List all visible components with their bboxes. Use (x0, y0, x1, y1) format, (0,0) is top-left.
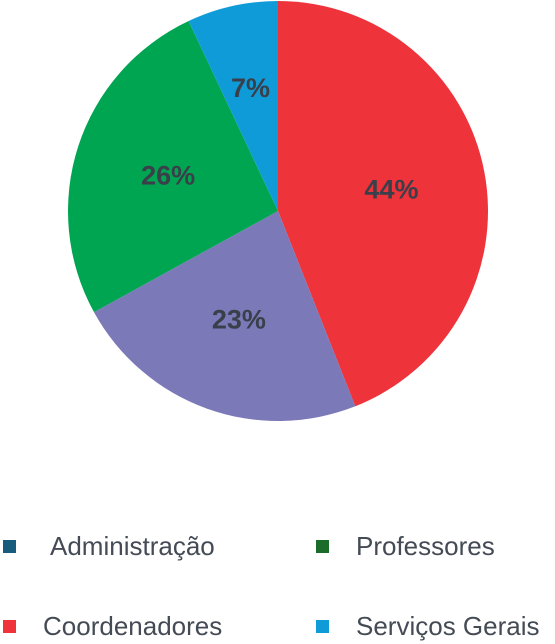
slice-label-coordenadores: 44% (364, 174, 418, 204)
legend-swatch-administracao (3, 539, 16, 553)
legend-swatch-professores (316, 539, 329, 553)
pie-chart-plot: 44% 23% 26% 7% (68, 1, 489, 421)
legend-item-coordenadores: Coordenadores (3, 608, 222, 644)
legend-label-servicos-gerais: Serviços Gerais (356, 610, 540, 641)
legend-item-servicos-gerais: Serviços Gerais (316, 608, 540, 644)
legend-label-coordenadores: Coordenadores (43, 610, 223, 641)
legend-swatch-coordenadores (3, 619, 16, 633)
chart-legend: Administração Professores Coordenadores … (0, 510, 555, 642)
pie-slice-professores (68, 20, 279, 313)
slice-label-professores: 26% (141, 160, 195, 190)
pie-slice-servicos-gerais (188, 1, 278, 211)
pie-slice-coordenadores (278, 1, 489, 407)
legend-item-administracao: Administração (3, 528, 215, 564)
pie-slice-slice-1 (93, 211, 356, 421)
legend-swatch-servicos-gerais (316, 619, 329, 633)
slice-label-slice-1: 23% (212, 305, 266, 335)
legend-label-administracao: Administração (50, 530, 215, 561)
legend-item-professores: Professores (316, 528, 495, 564)
legend-label-professores: Professores (356, 530, 495, 561)
slice-label-servicos-gerais: 7% (231, 73, 270, 103)
